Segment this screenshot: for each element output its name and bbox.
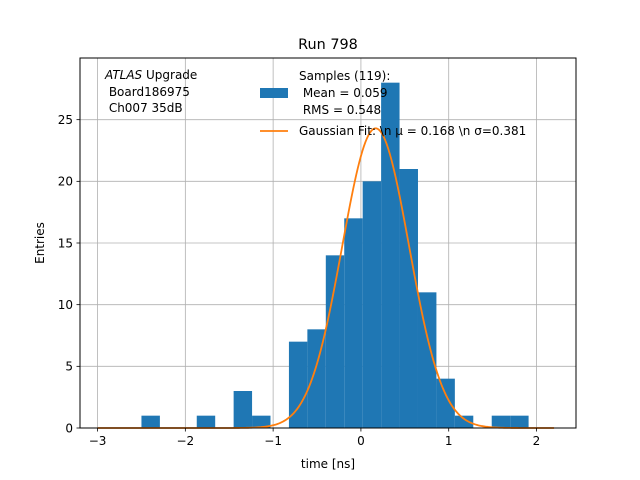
board-label: Board186975: [105, 85, 190, 99]
histogram-bar: [288, 341, 308, 428]
histogram-bar: [325, 255, 345, 428]
x-tick-label: −2: [176, 434, 194, 448]
x-tick-label: −1: [264, 434, 282, 448]
histogram-bar: [233, 391, 253, 428]
legend-histogram-line3: RMS = 0.548: [299, 103, 381, 117]
histogram-bar: [491, 415, 511, 428]
atlas-annotation: ATLAS Upgrade Board186975 Ch007 35dB: [104, 68, 197, 115]
legend-histogram-swatch: [260, 88, 288, 98]
x-tick-label: 1: [445, 434, 453, 448]
histogram-bar: [454, 415, 474, 428]
svg-text:ATLAS Upgrade: ATLAS Upgrade: [104, 68, 197, 82]
grid-lines: [80, 58, 576, 429]
histogram-bar: [381, 82, 400, 429]
x-axis-label: time [ns]: [301, 457, 355, 471]
histogram-bar: [362, 181, 382, 428]
histogram-bar: [510, 415, 529, 428]
legend: Samples (119): Mean = 0.059 RMS = 0.548 …: [260, 69, 526, 138]
histogram-bars: [141, 82, 529, 429]
histogram-bar: [196, 415, 216, 428]
histogram-bar: [399, 169, 418, 428]
histogram-bar: [344, 218, 363, 428]
legend-fit-label: Gaussian Fit: \n μ = 0.168 \n σ=0.381: [299, 124, 526, 138]
y-tick-label: 10: [58, 298, 73, 312]
x-tick-label: 2: [533, 434, 541, 448]
legend-histogram-line2: Mean = 0.059: [299, 86, 388, 100]
x-tick-label: 0: [357, 434, 365, 448]
y-tick-label: 20: [58, 175, 73, 189]
histogram-bar: [436, 378, 455, 428]
y-tick-label: 5: [65, 360, 73, 374]
histogram-bar: [141, 415, 160, 428]
y-tick-label: 0: [65, 421, 73, 435]
y-tick-label: 25: [58, 113, 73, 127]
histogram-bar: [252, 415, 271, 428]
histogram-bar: [417, 292, 437, 428]
y-axis-label: Entries: [33, 222, 47, 264]
channel-label: Ch007 35dB: [105, 101, 183, 115]
x-tick-label: −3: [89, 434, 107, 448]
y-tick-label: 15: [58, 236, 73, 250]
chart-title: Run 798: [298, 37, 358, 53]
histogram-bar: [307, 329, 326, 428]
legend-histogram-line1: Samples (119):: [299, 69, 390, 83]
atlas-label: ATLAS: [104, 68, 143, 82]
upgrade-label: Upgrade: [142, 68, 197, 82]
